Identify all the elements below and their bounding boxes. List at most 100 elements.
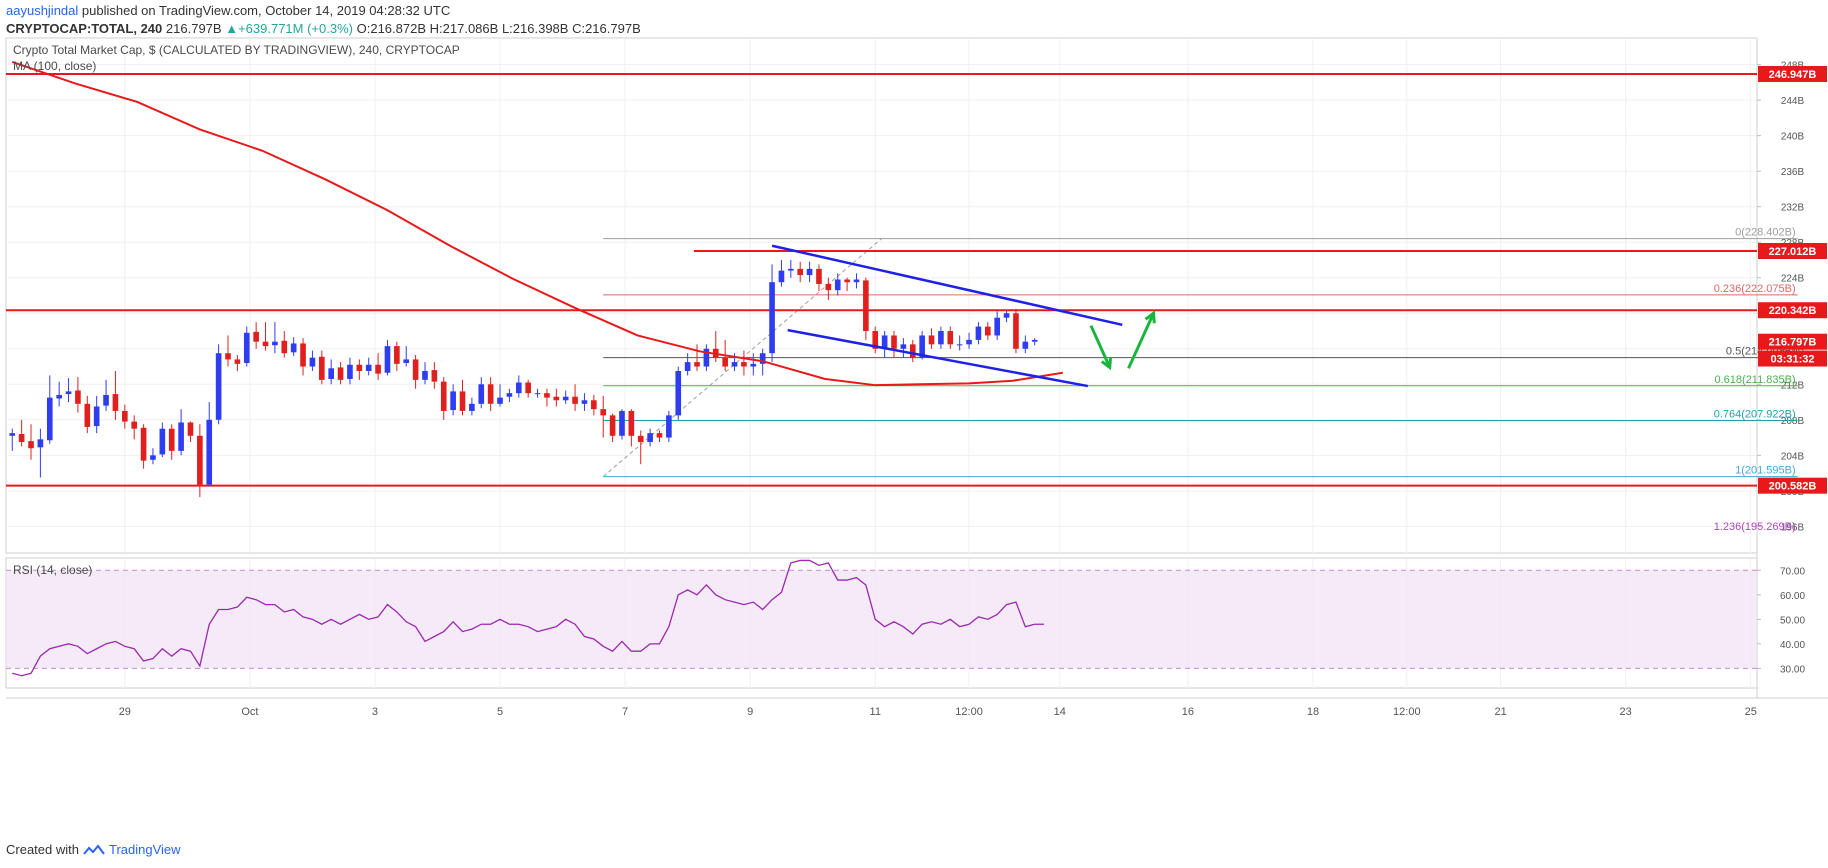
candle-body	[1022, 341, 1029, 349]
candle-body	[825, 283, 832, 291]
candle-body	[759, 353, 766, 364]
candle-body	[112, 394, 119, 411]
arrow-shaft	[1089, 325, 1112, 369]
x-tick-label: 18	[1307, 706, 1319, 718]
candle-body	[919, 335, 925, 358]
candle-body	[600, 409, 607, 416]
candle-body	[168, 428, 175, 451]
candle-body	[666, 415, 672, 438]
level-price-tag	[1758, 242, 1827, 259]
candle-body	[834, 279, 841, 291]
tradingview-logo-icon	[83, 843, 105, 855]
candle-body	[694, 362, 700, 367]
candle-body	[347, 364, 353, 379]
candle-body	[947, 331, 954, 345]
candle-body	[984, 326, 991, 336]
close-value: 216.797B	[585, 21, 641, 36]
y-tick-label: 208B	[1781, 416, 1805, 427]
current-price-tag	[1758, 350, 1827, 367]
x-tick-label: 12:00	[1393, 706, 1421, 718]
candle-body	[816, 268, 822, 284]
candle-body	[131, 421, 138, 429]
candle-body	[938, 331, 944, 345]
current-price-label: 03:31:32	[1770, 354, 1814, 366]
x-tick-label: 25	[1745, 706, 1757, 718]
candle-body	[178, 422, 184, 451]
candle-body	[197, 435, 203, 485]
candle-body	[956, 344, 963, 346]
candle-body	[900, 344, 907, 349]
candle-body	[553, 396, 560, 401]
candle-body	[881, 335, 888, 349]
candle-body	[609, 415, 616, 436]
high-value: 217.086B	[442, 21, 499, 36]
candle-body	[863, 280, 869, 332]
candle-body	[122, 410, 128, 422]
current-price-tag	[1758, 333, 1827, 350]
candle-body	[994, 317, 1001, 336]
publisher-line: aayushjindal published on TradingView.co…	[6, 3, 450, 19]
candle-body	[206, 419, 213, 485]
y-tick-label: 196B	[1781, 522, 1805, 533]
channel-line	[787, 328, 1089, 388]
rsi-tick-label: 60.00	[1780, 591, 1805, 602]
candle-body	[684, 362, 691, 371]
candle-body	[797, 268, 804, 276]
ma-100-line	[11, 61, 1064, 387]
candle-body	[966, 339, 972, 345]
candle-body	[675, 370, 682, 416]
candle-body	[394, 346, 400, 364]
indicator-label: MA (100, close)	[13, 59, 96, 73]
x-tick-label: 5	[497, 706, 503, 718]
candle-body	[928, 335, 935, 345]
candle-body	[619, 410, 625, 436]
candle-body	[440, 381, 447, 411]
fib-level-label: 0.618(211.835B)	[1715, 374, 1796, 386]
candle-body	[234, 359, 241, 364]
candle-body	[853, 279, 860, 283]
candle-body	[909, 344, 916, 358]
y-tick-label: 224B	[1781, 274, 1805, 285]
chart-canvas[interactable]: 196B200B204B208B212B216B220B224B228B232B…	[0, 0, 1828, 840]
candle-body	[778, 270, 785, 283]
candle-body	[84, 403, 91, 427]
rsi-line	[12, 559, 1045, 677]
x-tick-label: 9	[747, 706, 753, 718]
candle-body	[544, 393, 550, 398]
level-price-label: 220.342B	[1769, 305, 1817, 317]
rsi-tick-label: 50.00	[1780, 615, 1805, 626]
fib-level-label: 0.764(207.922B)	[1714, 409, 1796, 421]
candle-body	[328, 368, 334, 379]
rsi-band	[6, 570, 1757, 669]
candle-body	[46, 397, 53, 441]
candle-body	[628, 410, 635, 436]
candle-body	[159, 428, 166, 455]
candle-body	[1013, 313, 1019, 349]
candle-body	[1003, 313, 1010, 318]
candle-body	[515, 382, 522, 394]
rsi-tick-label: 70.00	[1780, 566, 1805, 577]
candle-body	[722, 357, 728, 367]
candle-body	[309, 357, 316, 367]
candle-body	[75, 390, 81, 404]
candle-body	[375, 364, 381, 374]
candle-body	[18, 434, 25, 443]
author-link[interactable]: aayushjindal	[6, 3, 79, 18]
candle-body	[384, 346, 391, 373]
candle-body	[478, 384, 485, 404]
candle-body	[450, 391, 456, 411]
candle-body	[872, 331, 879, 349]
x-tick-label: 7	[622, 706, 628, 718]
candle-body	[93, 406, 100, 427]
level-price-label: 227.012B	[1769, 246, 1817, 258]
tradingview-link[interactable]: TradingView	[108, 842, 181, 857]
candle-body	[365, 364, 372, 371]
candle-body	[150, 455, 156, 460]
candle-body	[253, 331, 259, 342]
publish-info: published on TradingView.com, October 14…	[81, 3, 451, 18]
up-triangle-icon: ▲	[225, 21, 239, 36]
candle-body	[591, 400, 597, 410]
candle-body	[769, 282, 775, 354]
candle-body	[975, 326, 982, 340]
candle-body	[300, 343, 306, 367]
